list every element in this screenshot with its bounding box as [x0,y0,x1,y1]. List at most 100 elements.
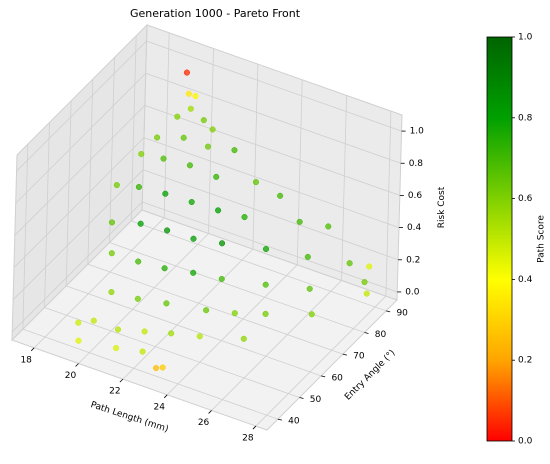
point [141,328,148,335]
point [187,105,194,112]
grid-line [208,48,214,234]
x-tick-label: 18 [20,355,32,365]
point [366,263,373,270]
point [139,348,146,355]
colorbar-tick-label: 0.0 [518,437,533,447]
point [363,290,370,297]
grid-line [66,285,322,377]
grid-line [166,264,298,396]
point [75,319,82,326]
point [252,179,260,186]
point [200,117,207,124]
x-tick-label: 28 [242,434,254,444]
chart-title: Generation 1000 - Pareto Front [130,7,301,20]
point [190,269,197,276]
grid-line [109,242,365,333]
point [154,134,161,141]
grid-line [211,280,342,411]
z-tick-label: 1.0 [410,127,425,137]
colorbar-tick-label: 1.0 [518,33,533,43]
point [192,93,199,100]
point [164,227,171,234]
grid-line [144,105,400,196]
point [75,337,82,344]
grid-line [65,100,72,286]
point [162,190,169,197]
point [304,253,311,260]
grid-line [22,144,29,330]
point [163,300,170,307]
y-tick [364,332,369,334]
point [231,147,238,154]
grid-line [14,105,146,236]
colorbar-label: Path Score [537,215,547,263]
colorbar-tick-label: 0.8 [518,113,533,123]
point [213,173,220,180]
point [161,265,168,272]
grid-line [15,72,146,204]
z-tick-label: 0.6 [408,191,423,201]
point [135,258,142,265]
x-tick-label: 20 [65,371,77,381]
y-tick-label: 70 [353,352,365,362]
point [231,310,238,317]
point [196,333,203,340]
point [160,155,167,162]
grid-line [12,169,144,301]
point [209,126,216,133]
z-tick-label: 0.0 [405,287,420,297]
grid-line [44,307,300,398]
point [306,285,313,292]
colorbar [486,36,513,442]
grid-line [13,137,145,268]
x-tick-label: 22 [109,387,120,397]
grid-line [122,248,254,380]
point [203,307,210,314]
point [240,335,247,342]
point [113,345,120,352]
grid-line [78,233,209,364]
point [183,69,190,76]
grid-line [33,217,165,349]
colorbar-tick-label: 0.6 [518,194,533,204]
point [114,326,122,333]
y-tick-label: 40 [288,417,300,427]
point [188,198,195,206]
grid-line [145,72,401,164]
point [241,214,248,221]
point [361,279,368,286]
colorbar-tick-label: 0.2 [518,356,532,366]
point [262,310,269,317]
point [138,150,145,158]
x-tick-label: 24 [153,402,165,412]
point [113,182,120,189]
point [219,240,226,247]
y-tick-label: 60 [331,373,343,383]
grid-line [142,201,398,293]
x-tick [119,378,124,383]
y-tick-label: 90 [396,308,408,318]
grid-line [130,35,137,221]
colorbar-tick-label: 0.4 [518,275,533,285]
grid-line [146,40,402,132]
grid-line [255,295,387,427]
grid-line [22,328,278,420]
grid-line [109,57,115,243]
x-tick [208,410,212,414]
y-tick [386,310,391,313]
point [190,235,197,242]
z-axis-label: Risk Cost [437,186,447,228]
point [134,295,141,302]
z-tick-label: 0.2 [406,255,420,265]
y-tick [342,353,347,356]
y-tick [277,418,282,421]
point [277,192,284,199]
point [168,330,175,337]
point [159,364,166,371]
point [174,113,181,120]
y-tick-label: 80 [375,330,387,340]
grid-line [142,169,399,261]
grid-line [341,95,347,281]
point [262,281,269,288]
